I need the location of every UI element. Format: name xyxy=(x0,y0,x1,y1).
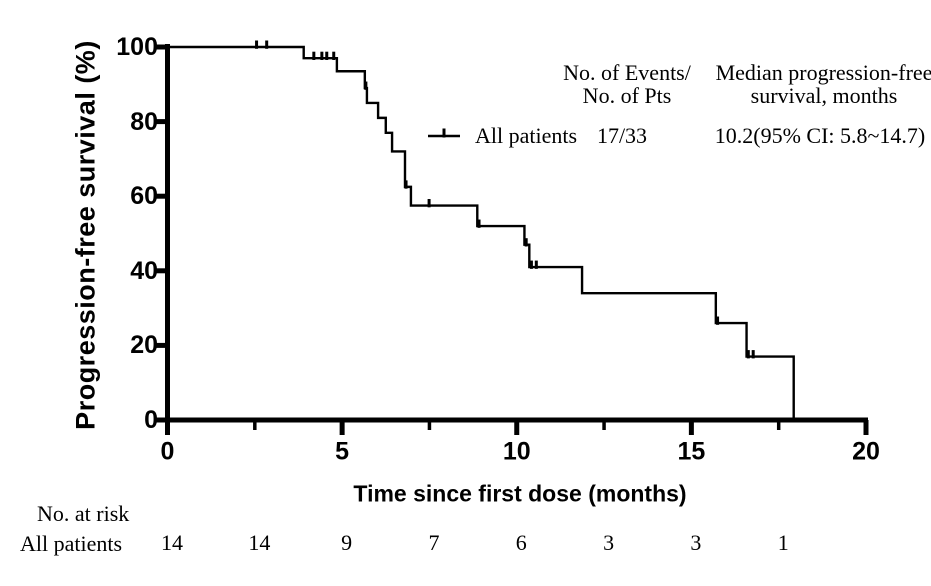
risk-value: 3 xyxy=(603,530,615,555)
y-tick-label: 20 xyxy=(130,331,158,360)
legend-median-header-line2: survival, months xyxy=(750,83,898,108)
risk-value: 14 xyxy=(248,530,271,555)
risk-table-title: No. at risk xyxy=(37,501,130,526)
legend-median-header-line1: Median progression-free xyxy=(715,60,931,85)
legend-median-header: Median progression-free survival, months xyxy=(716,61,931,107)
y-tick-label: 100 xyxy=(116,33,158,61)
y-tick-label: 40 xyxy=(130,256,158,285)
risk-value: 3 xyxy=(690,530,702,555)
risk-table-row-label: All patients xyxy=(20,531,123,556)
legend-events-value: 17/33 xyxy=(596,123,648,148)
risk-value: 1 xyxy=(777,530,789,555)
risk-value: 6 xyxy=(515,530,527,555)
legend-series-label: All patients xyxy=(474,123,578,148)
risk-value: 14 xyxy=(161,530,183,555)
x-tick-label: 0 xyxy=(160,437,175,466)
y-axis-title: Progression-free survival (%) xyxy=(70,40,101,430)
km-survival-curve xyxy=(167,45,795,420)
y-tick-label: 60 xyxy=(130,182,158,211)
x-tick-label: 10 xyxy=(502,437,531,466)
x-tick-label: 20 xyxy=(852,437,880,466)
x-tick-label: 15 xyxy=(677,437,706,466)
legend-median-value: 10.2(95% CI: 5.8~14.7) xyxy=(714,123,926,148)
legend-events-header: No. of Events/ No. of Pts xyxy=(563,61,691,107)
y-tick-label: 80 xyxy=(130,107,158,136)
risk-value: 7 xyxy=(428,530,440,555)
legend-events-header-line1: No. of Events/ xyxy=(563,60,691,85)
x-tick-label: 5 xyxy=(335,437,350,466)
risk-value: 9 xyxy=(341,530,353,555)
legend-events-header-line2: No. of Pts xyxy=(582,83,672,108)
y-tick-label: 0 xyxy=(144,406,158,434)
x-axis-title: Time since first dose (months) xyxy=(353,480,687,507)
